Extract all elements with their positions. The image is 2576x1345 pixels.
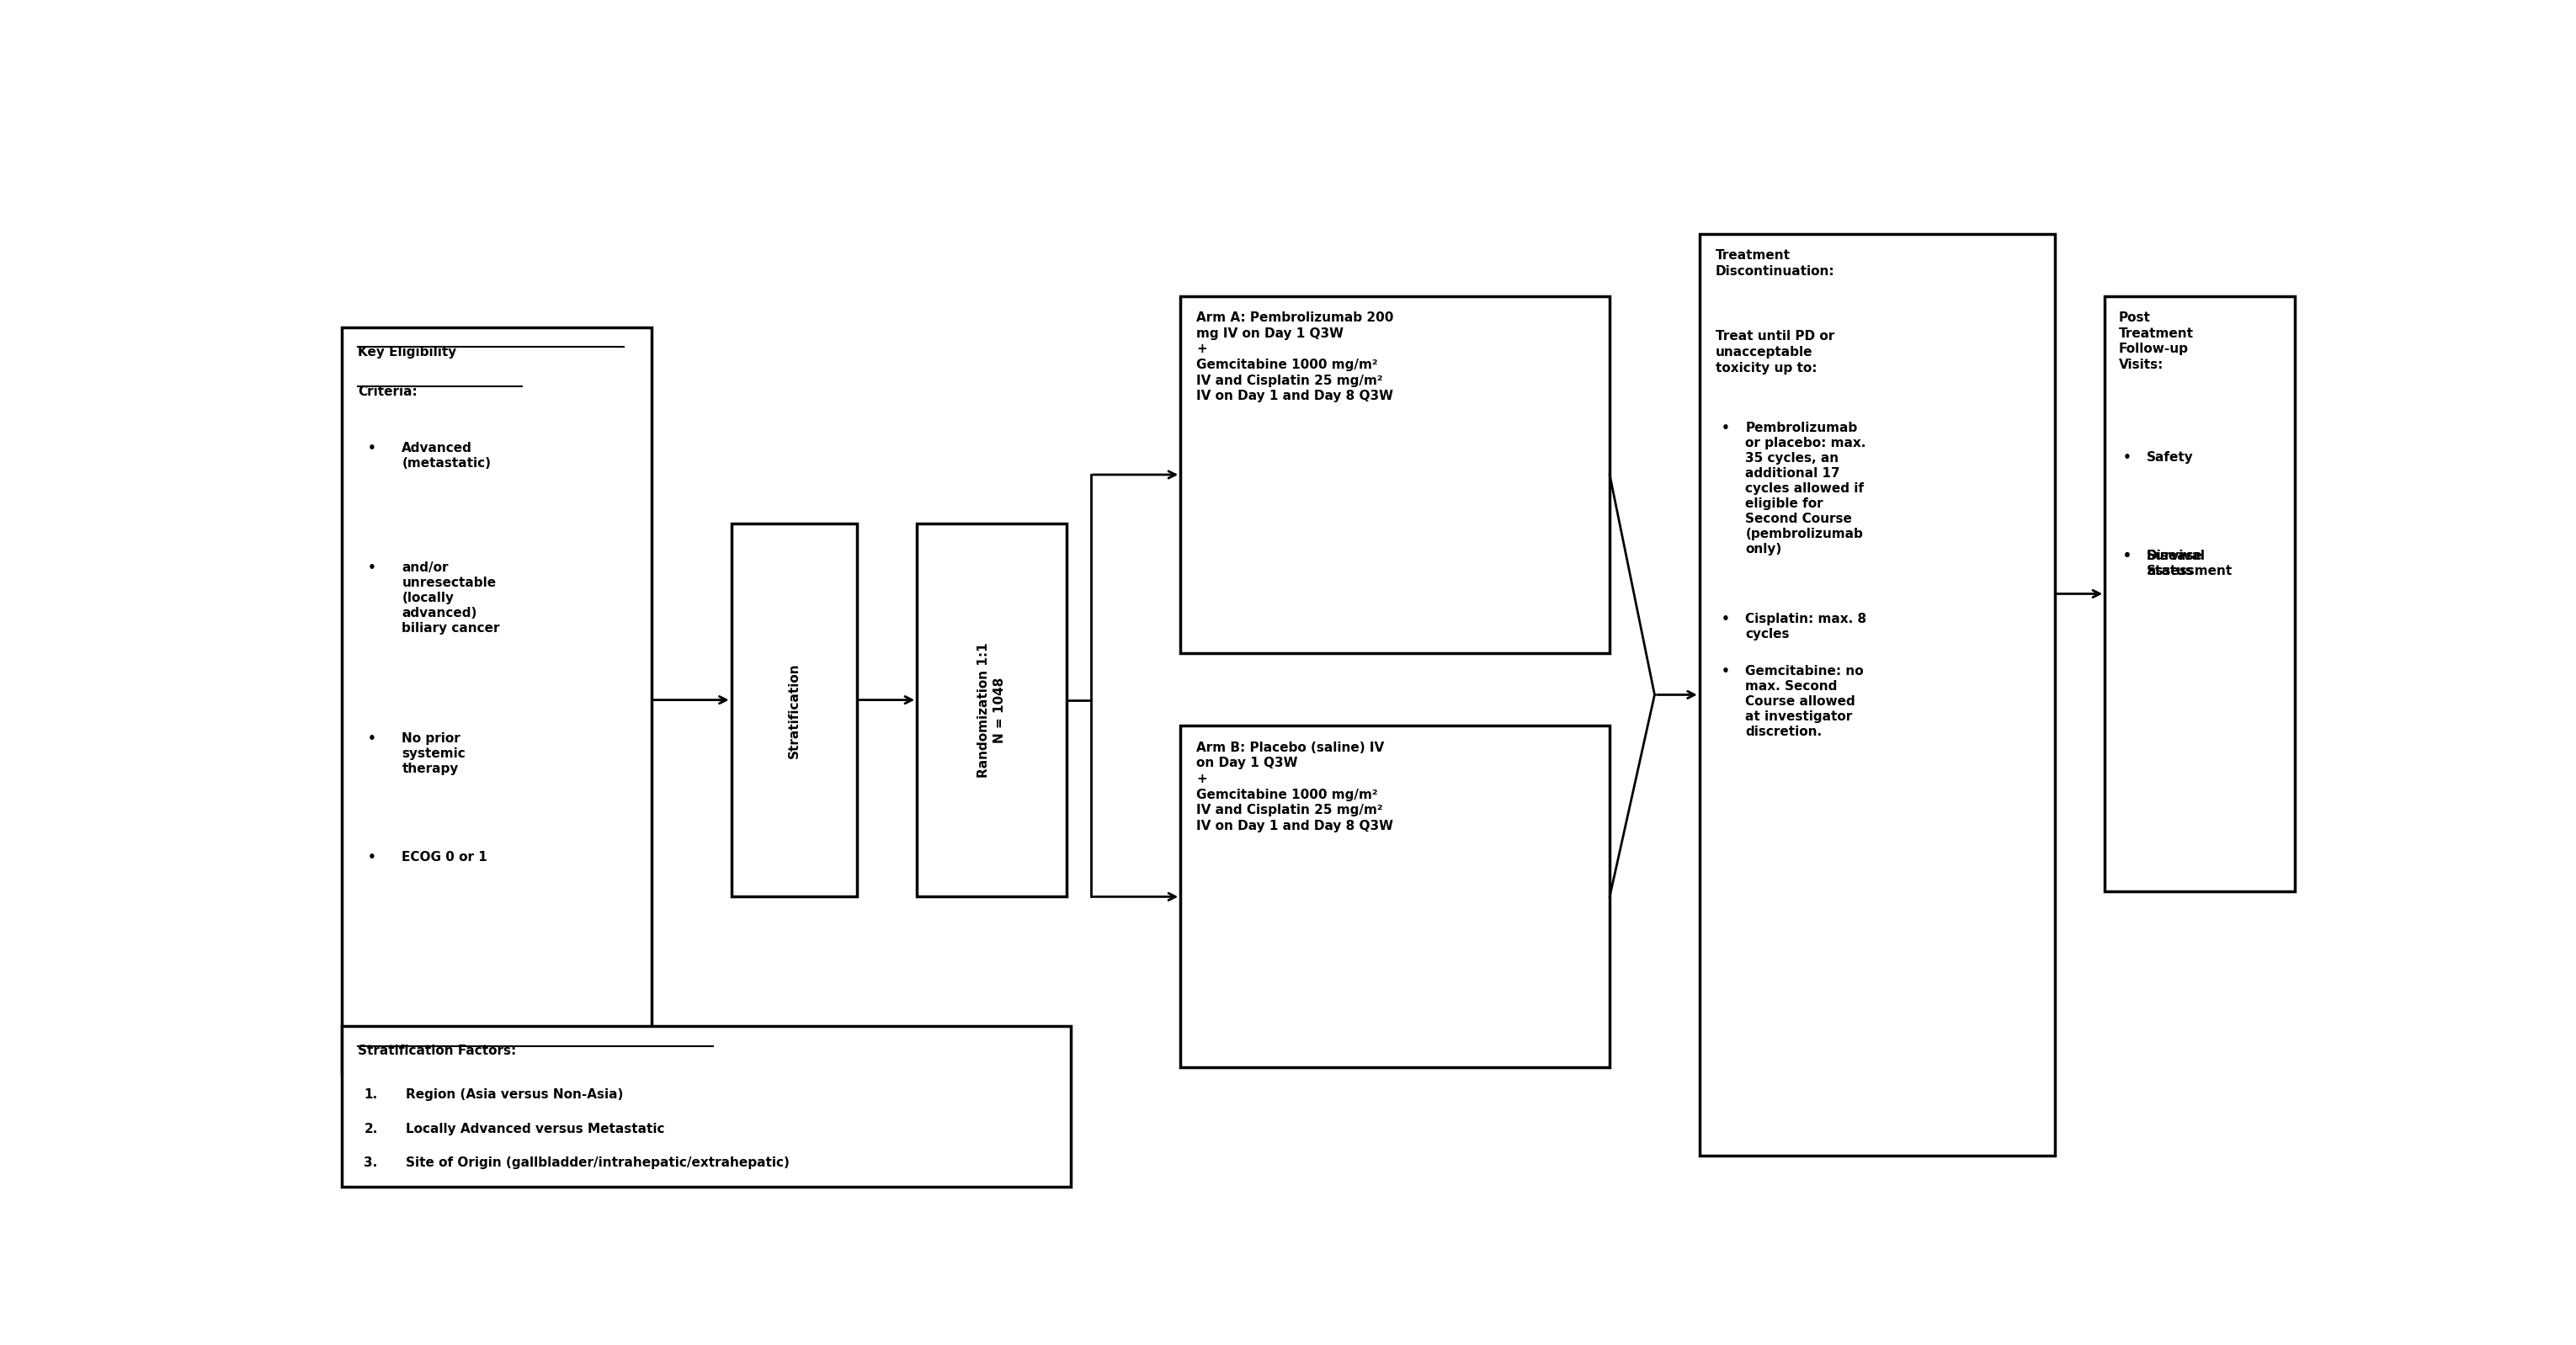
- FancyBboxPatch shape: [732, 525, 858, 897]
- Text: •: •: [368, 561, 376, 574]
- Text: Key Eligibility: Key Eligibility: [358, 346, 456, 358]
- Text: Randomization 1:1
N = 1048: Randomization 1:1 N = 1048: [979, 643, 1007, 777]
- Text: Treatment
Discontinuation:: Treatment Discontinuation:: [1716, 249, 1834, 277]
- Text: 2.: 2.: [363, 1123, 379, 1135]
- Text: •: •: [368, 443, 376, 455]
- Text: Survival
Status: Survival Status: [2146, 550, 2205, 577]
- Text: ECOG 0 or 1: ECOG 0 or 1: [402, 851, 487, 863]
- Text: •: •: [1721, 613, 1731, 625]
- Text: 3.: 3.: [363, 1157, 379, 1169]
- Text: Site of Origin (gallbladder/intrahepatic/extrahepatic): Site of Origin (gallbladder/intrahepatic…: [407, 1157, 791, 1169]
- Text: •: •: [1721, 664, 1731, 678]
- Text: Region (Asia versus Non-Asia): Region (Asia versus Non-Asia): [407, 1088, 623, 1102]
- Text: Pembrolizumab
or placebo: max.
35 cycles, an
additional 17
cycles allowed if
eli: Pembrolizumab or placebo: max. 35 cycles…: [1747, 421, 1865, 555]
- Text: Arm B: Placebo (saline) IV
on Day 1 Q3W
+
Gemcitabine 1000 mg/m²
IV and Cisplati: Arm B: Placebo (saline) IV on Day 1 Q3W …: [1195, 741, 1394, 833]
- Text: 1.: 1.: [363, 1088, 379, 1102]
- Text: •: •: [2123, 452, 2130, 464]
- FancyBboxPatch shape: [1180, 726, 1610, 1068]
- Text: Treat until PD or
unacceptable
toxicity up to:: Treat until PD or unacceptable toxicity …: [1716, 331, 1834, 374]
- Text: Disease
assessment: Disease assessment: [2146, 550, 2231, 577]
- FancyBboxPatch shape: [343, 1026, 1072, 1186]
- Text: •: •: [368, 851, 376, 863]
- FancyBboxPatch shape: [917, 525, 1066, 897]
- FancyBboxPatch shape: [1180, 296, 1610, 654]
- Text: Criteria:: Criteria:: [358, 385, 417, 398]
- Text: •: •: [2123, 550, 2130, 562]
- Text: Stratification Factors:: Stratification Factors:: [358, 1045, 515, 1057]
- Text: Gemcitabine: no
max. Second
Course allowed
at investigator
discretion.: Gemcitabine: no max. Second Course allow…: [1747, 664, 1865, 738]
- Text: Arm A: Pembrolizumab 200
mg IV on Day 1 Q3W
+
Gemcitabine 1000 mg/m²
IV and Cisp: Arm A: Pembrolizumab 200 mg IV on Day 1 …: [1195, 312, 1394, 402]
- FancyBboxPatch shape: [343, 327, 652, 1073]
- Text: Safety: Safety: [2146, 452, 2195, 464]
- FancyBboxPatch shape: [2105, 296, 2295, 892]
- Text: No prior
systemic
therapy: No prior systemic therapy: [402, 732, 466, 775]
- FancyBboxPatch shape: [1700, 234, 2056, 1155]
- Text: Post
Treatment
Follow-up
Visits:: Post Treatment Follow-up Visits:: [2117, 312, 2195, 371]
- Text: Locally Advanced versus Metastatic: Locally Advanced versus Metastatic: [407, 1123, 665, 1135]
- Text: Advanced
(metastatic): Advanced (metastatic): [402, 443, 492, 469]
- Text: •: •: [1721, 421, 1731, 434]
- Text: Cisplatin: max. 8
cycles: Cisplatin: max. 8 cycles: [1747, 613, 1868, 640]
- Text: and/or
unresectable
(locally
advanced)
biliary cancer: and/or unresectable (locally advanced) b…: [402, 561, 500, 635]
- Text: •: •: [2123, 550, 2130, 562]
- Text: •: •: [368, 732, 376, 745]
- Text: Stratification: Stratification: [788, 663, 801, 759]
